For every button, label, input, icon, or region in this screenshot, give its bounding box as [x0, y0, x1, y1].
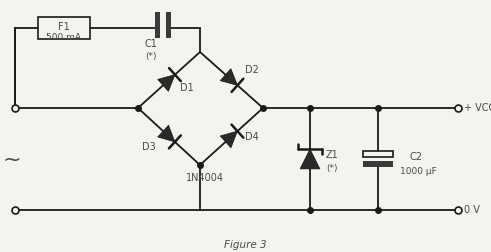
Polygon shape — [158, 125, 175, 142]
Polygon shape — [300, 149, 320, 169]
Bar — [155, 12, 160, 38]
Bar — [166, 12, 171, 38]
Text: 1000 μF: 1000 μF — [400, 167, 436, 175]
Text: 500 mA: 500 mA — [47, 34, 82, 43]
Bar — [363, 161, 393, 167]
Text: D2: D2 — [245, 65, 258, 75]
Text: D1: D1 — [180, 83, 194, 93]
Bar — [38, 17, 90, 39]
Text: C2: C2 — [409, 152, 422, 162]
Text: (*): (*) — [326, 164, 338, 173]
Text: Z1: Z1 — [326, 150, 338, 160]
Polygon shape — [220, 131, 238, 148]
Text: + VCC: + VCC — [464, 103, 491, 113]
Text: C1: C1 — [144, 39, 158, 49]
Text: D3: D3 — [142, 142, 156, 151]
Polygon shape — [220, 69, 238, 85]
Bar — [363, 151, 393, 157]
Text: 0 V: 0 V — [464, 205, 480, 215]
Text: F1: F1 — [58, 22, 70, 32]
Text: ~: ~ — [2, 150, 21, 170]
Text: Figure 3: Figure 3 — [224, 240, 266, 250]
Polygon shape — [158, 75, 175, 91]
Text: D4: D4 — [245, 132, 258, 142]
Text: (*): (*) — [145, 51, 157, 60]
Text: 1N4004: 1N4004 — [186, 173, 224, 183]
